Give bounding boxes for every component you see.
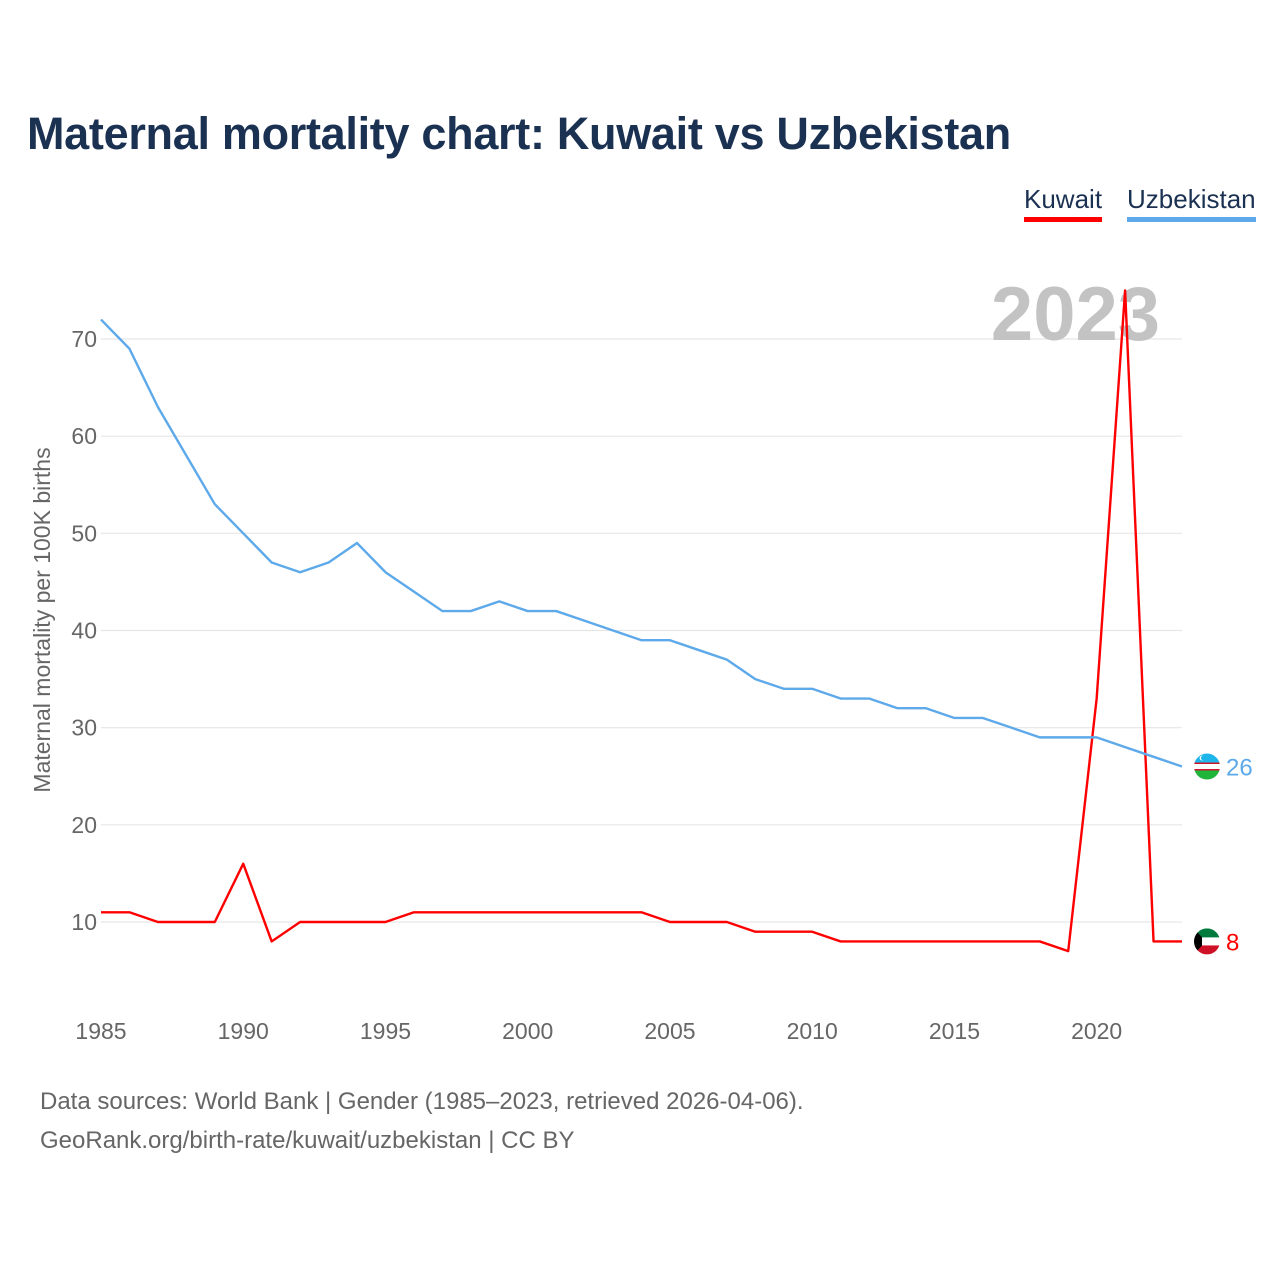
- x-tick-label: 2000: [502, 1018, 553, 1044]
- x-axis-ticks: 1985 1990 1995 2000 2005 2010 2015 2020: [75, 1018, 1122, 1044]
- kuwait-flag-icon: [1194, 928, 1220, 955]
- x-tick-label: 1985: [75, 1018, 126, 1044]
- legend-item-uzbekistan[interactable]: Uzbekistan: [1127, 184, 1256, 222]
- chart-title: Maternal mortality chart: Kuwait vs Uzbe…: [27, 108, 1011, 159]
- y-axis-ticks: 10 20 30 40 50 60 70: [71, 326, 97, 935]
- series-line-kuwait: [101, 289, 1182, 953]
- x-tick-label: 1995: [360, 1018, 411, 1044]
- y-tick-label: 60: [71, 423, 97, 449]
- y-tick-label: 40: [71, 618, 97, 644]
- legend-item-kuwait[interactable]: Kuwait: [1024, 184, 1103, 222]
- y-tick-label: 50: [71, 520, 97, 546]
- y-axis-label: Maternal mortality per 100K births: [29, 447, 55, 792]
- year-overlay: 2023: [991, 272, 1160, 357]
- x-tick-label: 2020: [1071, 1018, 1122, 1044]
- x-tick-label: 2005: [644, 1018, 695, 1044]
- x-tick-label: 1990: [218, 1018, 269, 1044]
- credit-link[interactable]: GeoRank.org/birth-rate/kuwait/uzbekistan…: [40, 1127, 575, 1154]
- end-label-uzbekistan: 26: [1226, 755, 1253, 782]
- y-tick-label: 70: [71, 326, 97, 352]
- end-markers: 26 8: [1194, 753, 1253, 956]
- x-tick-label: 2015: [929, 1018, 980, 1044]
- y-tick-label: 30: [71, 715, 97, 741]
- series-group: [100, 289, 1183, 953]
- x-tick-label: 2010: [787, 1018, 838, 1044]
- grid-lines: [101, 338, 1182, 923]
- uzbekistan-flag-icon: [1194, 753, 1220, 780]
- y-tick-label: 10: [71, 909, 97, 935]
- end-label-kuwait: 8: [1226, 929, 1239, 956]
- y-tick-label: 20: [71, 812, 97, 838]
- data-source-text: Data sources: World Bank | Gender (1985–…: [40, 1088, 804, 1115]
- series-line-uzbekistan: [100, 318, 1183, 768]
